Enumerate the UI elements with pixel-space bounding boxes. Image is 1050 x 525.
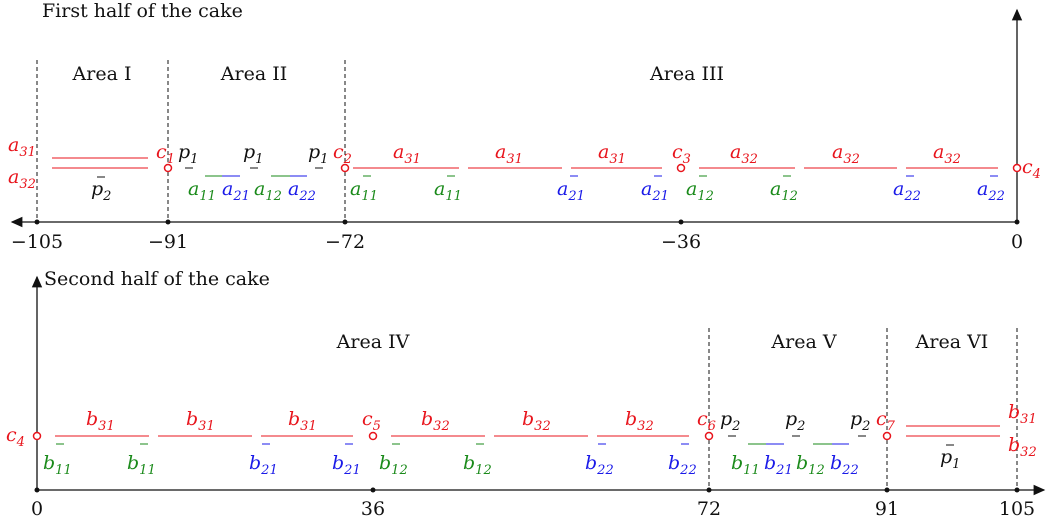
cut-label-c5: c5 <box>362 408 381 434</box>
svg-text:a21: a21 <box>222 178 250 204</box>
svg-text:a12: a12 <box>686 178 714 204</box>
cut-marker-c3 <box>676 163 686 173</box>
area-ii-segments: p1 p1 p1 a11 a21 a12 a22 <box>178 141 328 204</box>
cut-marker-c6 <box>704 431 714 441</box>
svg-text:a22: a22 <box>288 178 316 204</box>
svg-text:a22: a22 <box>893 178 921 204</box>
svg-text:p1: p1 <box>178 141 198 167</box>
cut-marker-c5 <box>368 431 378 441</box>
svg-text:a21: a21 <box>557 178 585 204</box>
svg-text:b21: b21 <box>764 452 793 478</box>
top-tick-label: −72 <box>325 231 365 253</box>
cut-label-c2: c2 <box>333 141 352 167</box>
svg-text:a22: a22 <box>977 178 1005 204</box>
top-tick-label: −36 <box>661 231 701 253</box>
svg-text:b31: b31 <box>288 408 317 434</box>
svg-text:a31: a31 <box>393 141 421 167</box>
svg-text:a11: a11 <box>434 178 462 204</box>
svg-text:p2: p2 <box>785 408 805 434</box>
svg-text:a12: a12 <box>770 178 798 204</box>
cut-label-c6: c6 <box>697 408 716 434</box>
bottom-tick-label: 91 <box>875 498 899 520</box>
svg-text:b22: b22 <box>585 452 614 478</box>
p2-label: p2 <box>91 178 111 204</box>
svg-text:b21: b21 <box>249 452 278 478</box>
cut-label-c4-top: c4 <box>1022 156 1041 182</box>
svg-text:a31: a31 <box>598 141 626 167</box>
svg-text:a31: a31 <box>495 141 523 167</box>
p1-label: p1 <box>940 446 960 472</box>
area-label: Area V <box>770 331 836 353</box>
left-label-a31: a31 <box>8 134 36 160</box>
top-tick-label: −91 <box>148 231 188 253</box>
cut-marker-c4-bottom <box>32 431 42 441</box>
bottom-tick-label: 105 <box>999 498 1035 520</box>
cut-label-c3: c3 <box>672 141 691 167</box>
top-tick-label: −105 <box>11 231 63 253</box>
svg-text:b12: b12 <box>379 452 408 478</box>
area-v-segments: p2 p2 p2 b11 b21 b12 b22 <box>720 408 870 478</box>
svg-text:b12: b12 <box>463 452 492 478</box>
bottom-tick-label: 0 <box>31 498 43 520</box>
svg-text:a32: a32 <box>730 141 758 167</box>
svg-text:b22: b22 <box>668 452 697 478</box>
svg-text:b22: b22 <box>830 452 859 478</box>
top-tick-dots <box>34 219 1020 225</box>
cut-marker-c2 <box>340 163 350 173</box>
right-label-b31: b31 <box>1008 401 1037 427</box>
area-label: Area IV <box>336 331 410 353</box>
svg-text:a12: a12 <box>254 178 282 204</box>
svg-text:a11: a11 <box>350 178 378 204</box>
area-label: Area III <box>649 63 724 85</box>
svg-text:b32: b32 <box>625 408 654 434</box>
svg-text:p2: p2 <box>720 408 740 434</box>
svg-text:b11: b11 <box>43 452 72 478</box>
cut-marker-c7 <box>882 431 892 441</box>
bottom-tick-label: 36 <box>361 498 385 520</box>
area-label: Area II <box>220 63 287 85</box>
area-label: Area VI <box>915 331 989 353</box>
cut-label-c1: c1 <box>156 141 175 167</box>
area-label: Area I <box>72 63 132 85</box>
svg-text:a21: a21 <box>641 178 669 204</box>
svg-text:b12: b12 <box>796 452 825 478</box>
top-tick-label: 0 <box>1011 231 1023 253</box>
svg-text:b31: b31 <box>186 408 215 434</box>
svg-text:b11: b11 <box>731 452 760 478</box>
svg-text:p1: p1 <box>243 141 263 167</box>
svg-text:b32: b32 <box>421 408 450 434</box>
svg-text:b21: b21 <box>332 452 361 478</box>
left-label-a32: a32 <box>8 166 36 192</box>
cut-marker-c1 <box>163 163 173 173</box>
top-title: First half of the cake <box>42 0 243 22</box>
svg-text:b11: b11 <box>127 452 156 478</box>
svg-text:b32: b32 <box>522 408 551 434</box>
cut-marker-c4-top <box>1012 163 1022 173</box>
svg-text:a32: a32 <box>832 141 860 167</box>
bottom-tick-dots <box>34 487 1020 493</box>
cut-label-c4-bottom: c4 <box>6 424 25 450</box>
right-label-b32: b32 <box>1008 434 1037 460</box>
svg-text:p1: p1 <box>308 141 328 167</box>
bottom-title: Second half of the cake <box>44 268 270 290</box>
svg-text:b31: b31 <box>86 408 115 434</box>
bottom-tick-label: 72 <box>697 498 721 520</box>
svg-text:p2: p2 <box>850 408 870 434</box>
svg-text:a32: a32 <box>933 141 961 167</box>
cut-label-c7: c7 <box>876 408 896 434</box>
svg-text:a11: a11 <box>188 178 216 204</box>
